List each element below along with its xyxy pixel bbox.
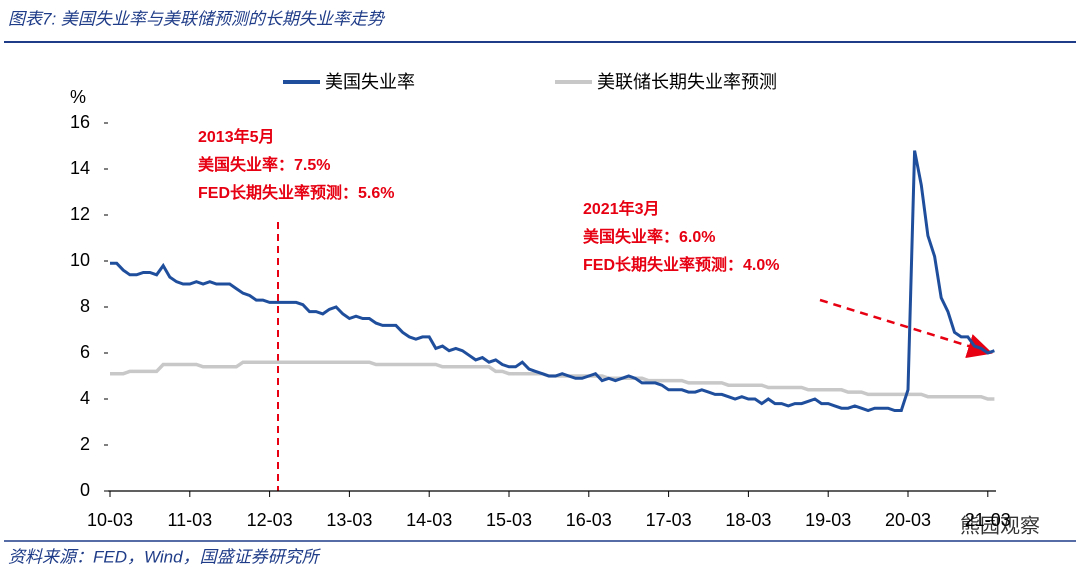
- y-tick-label: 16: [70, 112, 90, 132]
- x-tick-label: 19-03: [805, 510, 851, 530]
- annotation: FED长期失业率预测：5.6%: [198, 183, 394, 202]
- annotation: 2013年5月: [198, 127, 275, 146]
- source: 资料来源：FED，Wind，国盛证券研究所: [8, 547, 322, 566]
- y-unit: %: [70, 87, 86, 107]
- y-tick-label: 12: [70, 204, 90, 224]
- title: 图表7: 美国失业率与美联储预测的长期失业率走势: [8, 9, 386, 28]
- annotation: FED长期失业率预测：4.0%: [583, 255, 779, 274]
- x-tick-label: 13-03: [326, 510, 372, 530]
- y-tick-label: 10: [70, 250, 90, 270]
- x-tick-label: 10-03: [87, 510, 133, 530]
- y-tick-label: 8: [80, 296, 90, 316]
- series-line: [110, 360, 995, 401]
- x-tick-label: 14-03: [406, 510, 452, 530]
- x-tick-label: 21-03: [965, 510, 1011, 530]
- watermark: 熊园观察: [960, 514, 1040, 537]
- annotation: 2021年3月: [583, 199, 660, 218]
- x-tick-label: 11-03: [167, 510, 212, 530]
- x-tick-label: 15-03: [486, 510, 532, 530]
- x-tick-label: 20-03: [885, 510, 931, 530]
- y-tick-label: 2: [80, 434, 90, 454]
- y-tick-label: 0: [80, 480, 90, 500]
- legend-label: 美国失业率: [325, 72, 415, 92]
- annotation: 美国失业率：7.5%: [198, 155, 330, 174]
- x-tick-label: 17-03: [646, 510, 692, 530]
- annotation: 美国失业率：6.0%: [583, 227, 715, 246]
- x-tick-label: 18-03: [725, 510, 771, 530]
- trend-arrow: [819, 298, 993, 359]
- x-tick-label: 12-03: [247, 510, 293, 530]
- x-tick-label: 16-03: [566, 510, 612, 530]
- y-tick-label: 4: [80, 388, 90, 408]
- series-line: [110, 150, 995, 413]
- legend-label: 美联储长期失业率预测: [597, 72, 777, 92]
- y-tick-label: 6: [80, 342, 90, 362]
- y-tick-label: 14: [70, 158, 90, 178]
